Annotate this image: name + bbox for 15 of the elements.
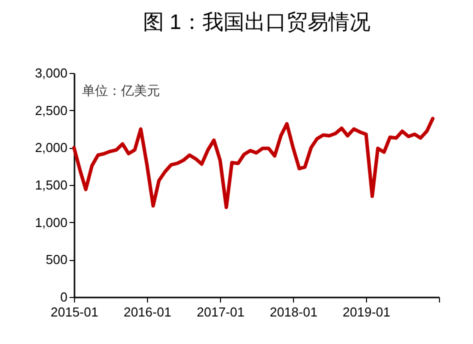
y-tick-label: 1,500 <box>34 178 68 192</box>
x-tick-label: 2015-01 <box>50 304 98 320</box>
y-tick-label: 0 <box>60 290 68 304</box>
x-tick-label: 2019-01 <box>342 304 390 320</box>
y-tick-label: 500 <box>46 252 68 268</box>
y-tick-label: 3,000 <box>34 66 68 80</box>
chart-title: 图 1：我国出口贸易情况 <box>142 11 370 34</box>
y-tick-label: 2,500 <box>34 102 68 118</box>
x-tick-label: 2016-01 <box>124 304 172 320</box>
x-tick-label: 2017-01 <box>196 304 244 320</box>
line-series <box>72 116 435 210</box>
y-tick-label: 2,000 <box>34 140 68 156</box>
annotation: 单位：亿美元 <box>82 83 160 98</box>
x-tick-label: 2018-01 <box>270 304 318 320</box>
y-tick-label: 1,000 <box>34 214 68 230</box>
